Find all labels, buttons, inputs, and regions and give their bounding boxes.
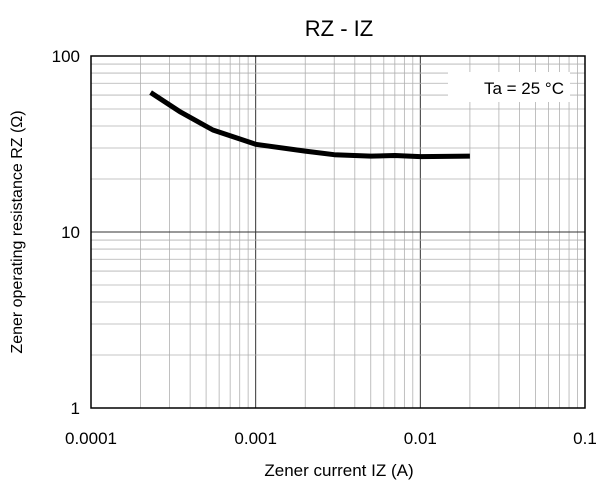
series-layer (149, 90, 470, 160)
x-tick-label: 0.01 (404, 429, 437, 448)
y-tick-label: 1 (71, 399, 80, 418)
plot-area-frame (90, 55, 586, 409)
x-tick-label: 0.1 (573, 429, 597, 448)
grid-lines (91, 56, 585, 408)
annotation-box (448, 72, 570, 102)
x-tick-labels: 0.0001 0.001 0.01 0.1 (65, 429, 597, 448)
rz-curve (149, 90, 470, 160)
x-tick-label: 0.0001 (65, 429, 117, 448)
y-tick-labels: 1 10 100 (52, 47, 80, 418)
x-axis-label: Zener current IZ (A) (264, 461, 413, 480)
x-tick-label: 0.001 (234, 429, 277, 448)
chart-title: RZ - IZ (305, 16, 373, 41)
y-axis-label: Zener operating resistance RZ (Ω) (9, 110, 26, 353)
y-tick-label: 100 (52, 47, 80, 66)
temperature-annotation: Ta = 25 °C (484, 79, 564, 98)
y-tick-label: 10 (61, 223, 80, 242)
